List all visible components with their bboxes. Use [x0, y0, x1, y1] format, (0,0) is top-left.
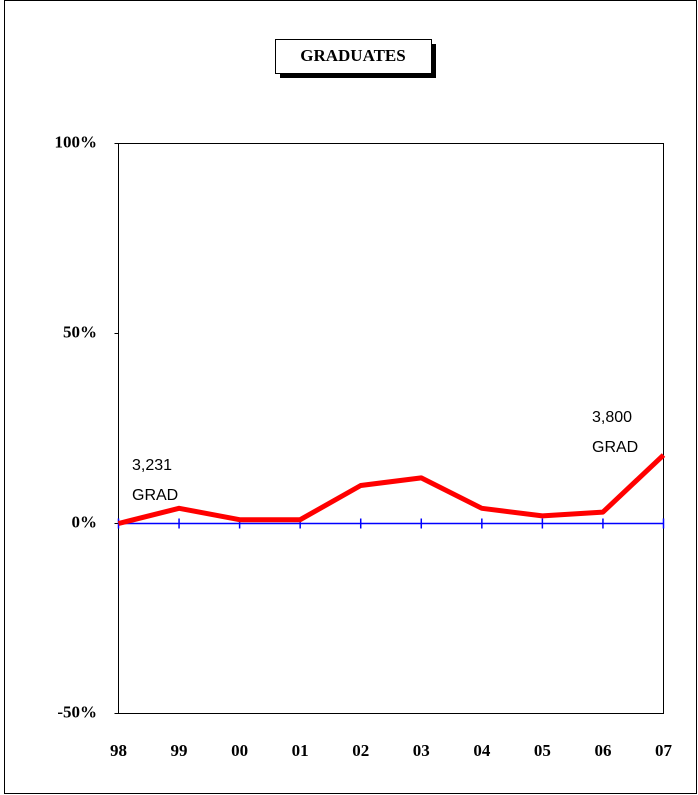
x-tick-label: 01 — [292, 741, 309, 760]
annotation: GRAD — [592, 439, 638, 456]
x-tick-label: 02 — [352, 741, 369, 760]
frame — [4, 0, 697, 794]
x-tick-label: 07 — [655, 741, 673, 760]
annotation: 3,800 — [592, 409, 632, 426]
title-box — [275, 39, 432, 74]
data-line — [117, 453, 666, 526]
chart-title: GRADUATES — [300, 46, 405, 65]
annotation: 3,231 — [132, 457, 172, 474]
y-tick-label: 50% — [63, 322, 97, 341]
y-tick-label: 0% — [72, 512, 98, 531]
x-tick-label: 03 — [413, 741, 430, 760]
annotation: GRAD — [132, 487, 178, 504]
y-tick-label: 100% — [55, 132, 98, 151]
x-tick-label: 06 — [594, 741, 611, 760]
plot-frame — [118, 143, 664, 714]
x-tick-label: 98 — [110, 741, 127, 760]
x-tick-label: 00 — [231, 741, 248, 760]
x-tick-label: 05 — [534, 741, 551, 760]
x-tick-label: 04 — [473, 741, 491, 760]
x-tick-label: 99 — [171, 741, 188, 760]
y-tick-label: -50% — [57, 702, 97, 721]
